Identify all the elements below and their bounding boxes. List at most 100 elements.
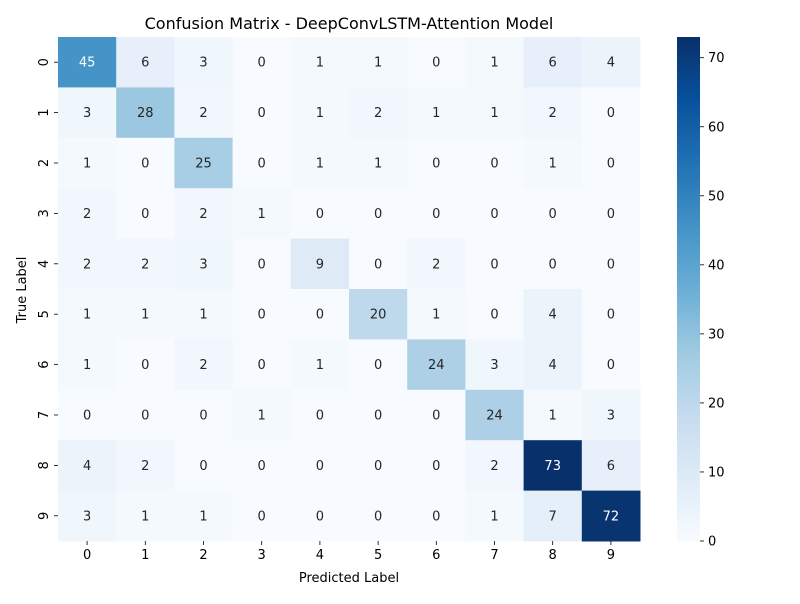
- heatmap-cell-8-2: [174, 440, 234, 492]
- heatmap-cell-9-2: [174, 490, 234, 542]
- y-tick-label-2: 2: [37, 159, 52, 167]
- heatmap-cell-3-6: [407, 188, 466, 240]
- heatmap-cell-7-4: [290, 389, 350, 441]
- x-tick-label-2: 2: [199, 548, 207, 563]
- heatmap-cell-label-9-2: 1: [199, 509, 207, 524]
- heatmap-cell-label-5-2: 1: [199, 308, 207, 323]
- heatmap-cell-8-4: [290, 440, 350, 492]
- heatmap-cell-labels: 45 6 3 0 1 1 0 1 6 43 28 2 0 1 2 1 1 2 01 0 25 0 1 1 0 0 1 02 0 2 1 0 0 0…: [79, 56, 619, 525]
- heatmap-cell-label-4-6: 2: [432, 257, 440, 272]
- heatmap-cell-label-4-2: 3: [199, 257, 207, 272]
- x-tick-label-7: 7: [490, 548, 498, 563]
- heatmap-cell-label-5-9: 0: [607, 308, 615, 323]
- heatmap-cell-label-6-7: 3: [490, 358, 498, 373]
- heatmap-cell-label-0-5: 1: [374, 56, 382, 71]
- heatmap-cell-6-6: [407, 339, 466, 391]
- heatmap-cell-7-6: [407, 389, 466, 441]
- heatmap-cell-5-9: [581, 289, 641, 340]
- heatmap-cell-5-5: [349, 289, 408, 340]
- heatmap-cell-5-0: [58, 289, 117, 340]
- heatmap-cell-label-1-9: 0: [607, 106, 615, 121]
- heatmap-cell-label-9-6: 0: [432, 509, 440, 524]
- heatmap-cell-8-9: [581, 440, 641, 492]
- heatmap-cell-7-2: [174, 389, 234, 441]
- x-tick-label-0: 0: [83, 548, 91, 563]
- heatmap-cell-5-3: [232, 289, 292, 340]
- heatmap-cell-0-8: [523, 37, 583, 88]
- heatmap-cell-2-4: [290, 137, 350, 189]
- heatmap-cell-label-2-8: 1: [549, 157, 557, 172]
- heatmap-cell-4-6: [407, 238, 466, 290]
- heatmap-cell-label-9-7: 1: [490, 509, 498, 524]
- heatmap-cell-0-4: [290, 37, 350, 88]
- heatmap-cell-8-0: [58, 440, 117, 492]
- heatmap-cell-1-7: [465, 87, 525, 139]
- heatmap-cell-9-9: [581, 490, 641, 542]
- heatmap-cell-4-2: [174, 238, 234, 290]
- heatmap-cell-label-4-4: 9: [316, 257, 324, 272]
- heatmap-cell-7-8: [523, 389, 583, 441]
- heatmap-cell-label-0-8: 6: [549, 56, 557, 71]
- heatmap-cell-label-3-3: 1: [258, 207, 266, 222]
- heatmap-cell-8-8: [523, 440, 583, 492]
- heatmap-cell-7-1: [116, 389, 175, 441]
- heatmap-cell-0-1: [116, 37, 175, 88]
- heatmap-cell-0-2: [174, 37, 234, 88]
- y-tick-label-6: 6: [37, 360, 52, 368]
- y-tick-label-8: 8: [37, 461, 52, 469]
- heatmap-cell-3-5: [349, 188, 408, 240]
- heatmap-cell-label-7-8: 1: [549, 409, 557, 424]
- heatmap-cell-label-5-0: 1: [83, 308, 91, 323]
- heatmap-cell-label-3-2: 2: [199, 207, 207, 222]
- heatmap-cell-3-0: [58, 188, 117, 240]
- heatmap-cell-label-5-5: 20: [370, 308, 387, 323]
- heatmap-cell-label-6-4: 1: [316, 358, 324, 373]
- heatmap-cell-label-8-2: 0: [199, 459, 207, 474]
- heatmap-cell-label-1-1: 28: [137, 106, 154, 121]
- heatmap-cell-9-0: [58, 490, 117, 542]
- heatmap-cell-label-0-1: 6: [141, 56, 149, 71]
- heatmap-cell-2-6: [407, 137, 466, 189]
- heatmap-cell-label-1-8: 2: [549, 106, 557, 121]
- y-axis-label: True Label: [15, 257, 30, 325]
- y-tick-label-1: 1: [37, 108, 52, 116]
- heatmap-cell-1-8: [523, 87, 583, 139]
- heatmap-cell-label-8-3: 0: [258, 459, 266, 474]
- heatmap-cell-label-2-5: 1: [374, 157, 382, 172]
- heatmap-cell-7-3: [232, 389, 292, 441]
- x-tick-label-6: 6: [432, 548, 440, 563]
- heatmap-cell-label-7-1: 0: [141, 409, 149, 424]
- heatmap-cell-label-5-7: 0: [490, 308, 498, 323]
- heatmap-cell-5-6: [407, 289, 466, 340]
- heatmap-cell-label-5-1: 1: [141, 308, 149, 323]
- x-tick-label-8: 8: [549, 548, 557, 563]
- heatmap-cell-label-1-2: 2: [199, 106, 207, 121]
- heatmap-cell-label-1-5: 2: [374, 106, 382, 121]
- heatmap-cell-label-5-3: 0: [258, 308, 266, 323]
- heatmap-cell-label-7-0: 0: [83, 409, 91, 424]
- heatmap-cell-label-4-5: 0: [374, 257, 382, 272]
- heatmap-cell-label-7-9: 3: [607, 409, 615, 424]
- heatmap-cell-9-6: [407, 490, 466, 542]
- colorbar-tick-label-2: 20: [708, 396, 725, 411]
- heatmap-cell-label-7-4: 0: [316, 409, 324, 424]
- heatmap-cell-1-9: [581, 87, 641, 139]
- heatmap-cell-9-1: [116, 490, 175, 542]
- heatmap-cell-3-2: [174, 188, 234, 240]
- heatmap-cell-label-1-6: 1: [432, 106, 440, 121]
- chart-title: Confusion Matrix - DeepConvLSTM-Attentio…: [145, 14, 554, 33]
- heatmap-cell-label-8-0: 4: [83, 459, 91, 474]
- x-tick-label-9: 9: [607, 548, 615, 563]
- heatmap-cell-3-4: [290, 188, 350, 240]
- heatmap-cell-label-8-7: 2: [490, 459, 498, 474]
- heatmap-cell-6-3: [232, 339, 292, 391]
- heatmap-cell-label-4-7: 0: [490, 257, 498, 272]
- heatmap-cell-label-3-4: 0: [316, 207, 324, 222]
- x-tick-label-4: 4: [316, 548, 324, 563]
- heatmap-cell-5-4: [290, 289, 350, 340]
- heatmap-cell-label-2-7: 0: [490, 157, 498, 172]
- colorbar-tick-label-0: 0: [708, 535, 716, 550]
- heatmap-cell-6-1: [116, 339, 175, 391]
- heatmap-cell-label-8-5: 0: [374, 459, 382, 474]
- y-tick-label-4: 4: [37, 260, 52, 268]
